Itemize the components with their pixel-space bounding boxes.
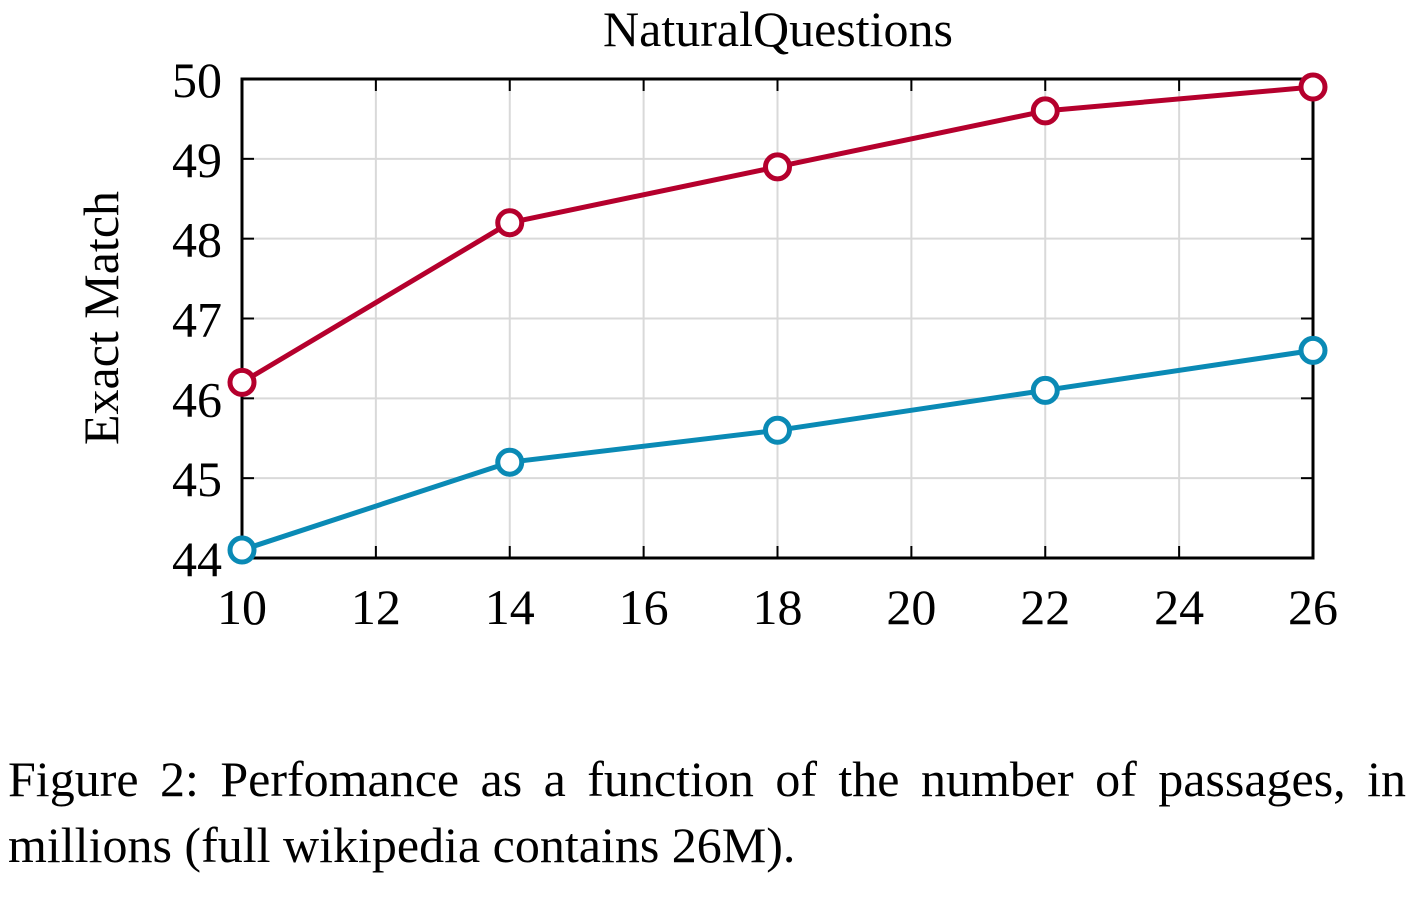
series-2 (227, 335, 1328, 565)
y-tick-label: 50 (172, 52, 222, 108)
grid-lines (241, 78, 1314, 559)
x-axis-tick-labels: 10 12 14 16 18 20 22 24 26 (217, 579, 1338, 635)
y-tick-label: 46 (172, 371, 222, 427)
data-point (1030, 96, 1060, 126)
x-tick-label: 24 (1154, 579, 1204, 635)
y-tick-label: 49 (172, 132, 222, 188)
x-tick-label: 22 (1020, 579, 1070, 635)
y-tick-label: 45 (172, 451, 222, 507)
data-point (1030, 375, 1060, 405)
data-point (763, 152, 792, 182)
x-tick-label: 10 (217, 579, 267, 635)
plot-frame (240, 77, 1315, 560)
chart-title: NaturalQuestions (603, 1, 953, 57)
series-group (227, 72, 1328, 565)
figure-caption: Figure 2: Perfomance as a function of th… (8, 751, 1406, 873)
x-tick-label: 12 (351, 579, 401, 635)
x-tick-label: 18 (753, 579, 803, 635)
y-axis-tick-labels: 44 45 46 47 48 49 50 (172, 52, 222, 587)
data-point (1298, 335, 1328, 365)
line-chart: NaturalQuestions 10 12 14 16 18 20 22 24 26 44 45… (73, 1, 1338, 635)
x-tick-label: 14 (485, 579, 535, 635)
data-point (227, 535, 257, 565)
data-point (227, 367, 257, 397)
data-point (495, 447, 525, 477)
data-point (1298, 72, 1328, 102)
y-tick-label: 48 (172, 212, 222, 268)
y-tick-label: 44 (172, 531, 222, 587)
x-tick-label: 20 (886, 579, 936, 635)
data-point (495, 208, 525, 238)
x-tick-label: 16 (619, 579, 669, 635)
x-tick-label: 26 (1288, 579, 1338, 635)
y-axis-title: Exact Match (73, 191, 129, 445)
y-tick-label: 47 (172, 292, 222, 348)
series-1 (227, 72, 1328, 397)
data-point (763, 415, 792, 445)
